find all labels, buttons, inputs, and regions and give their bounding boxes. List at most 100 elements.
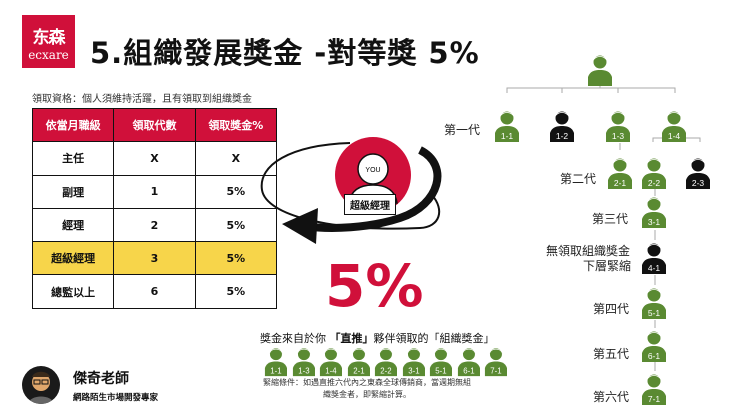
cell: 5%	[194, 207, 278, 243]
person-icon	[588, 54, 612, 86]
table-row: 總監以上 6 5%	[31, 274, 278, 309]
cell: 副理	[31, 174, 115, 209]
person-node: 7-1	[484, 345, 508, 377]
cell: 總監以上	[31, 274, 115, 309]
person-icon	[642, 330, 666, 362]
node-label: 1-4	[667, 131, 681, 141]
person-icon	[457, 347, 480, 377]
gen-label: 第五代	[593, 347, 630, 361]
bonus-source-text: 獎金來自於你 「直推」夥伴領取的「組織獎金」	[260, 330, 495, 346]
person-node: 1-1	[264, 345, 288, 377]
big-percent: 5%	[325, 252, 424, 320]
node-label: 3-1	[407, 366, 420, 376]
person-node: 1-1	[494, 108, 520, 142]
cell: X	[194, 141, 278, 176]
presenter-subtitle: 網路陌生市場開發專家	[73, 393, 159, 403]
person-node: 6-1	[641, 328, 667, 362]
presenter-name: 傑奇老師	[73, 371, 129, 387]
person-icon	[484, 347, 507, 377]
person-icon	[642, 242, 666, 274]
person-node: 1-4	[661, 108, 687, 142]
person-icon	[402, 347, 425, 377]
person-icon	[608, 157, 632, 189]
cell: 1	[113, 174, 196, 209]
cell: 經理	[31, 207, 115, 243]
person-node: 5-1	[429, 345, 453, 377]
person-icon	[495, 110, 519, 142]
person-icon	[550, 110, 574, 142]
gen-label: 第四代	[593, 302, 630, 316]
node-label: 6-1	[462, 366, 475, 376]
brand-logo: 东森 ecxare	[22, 15, 75, 68]
gen-label: 第一代	[444, 123, 481, 137]
node-label: 7-1	[647, 394, 661, 404]
presenter-avatar	[22, 366, 60, 404]
gen-label: 第三代	[592, 212, 629, 226]
person-node: 2-2	[374, 345, 398, 377]
gen-label: 無領取組織獎金	[546, 244, 631, 258]
person-node: 6-1	[457, 345, 481, 377]
col-header: 領取獎金%	[194, 107, 278, 143]
table-row-highlighted: 超級經理 3 5%	[31, 241, 278, 276]
node-label: 2-1	[613, 178, 627, 188]
text: 夥伴領取的「組織獎金」	[373, 332, 495, 345]
person-node: 4-1	[641, 240, 667, 274]
person-icon	[347, 347, 370, 377]
gen-label: 下層緊縮	[583, 259, 632, 273]
cell: 主任	[31, 141, 115, 176]
page-title: 5.組織發展獎金 -對等獎 5%	[90, 36, 480, 70]
person-icon	[374, 347, 397, 377]
person-icon	[319, 347, 342, 377]
node-label: 1-3	[297, 366, 310, 376]
person-node: 1-4	[319, 345, 343, 377]
person-node	[587, 52, 613, 86]
person-icon	[642, 373, 666, 405]
cell: 超級經理	[31, 241, 115, 276]
person-icon	[642, 157, 666, 189]
bonus-table: 依當月職級 領取代數 領取獎金% 主任 X X 副理 1 5% 經理 2 5% 超級經理 3 5…	[31, 107, 278, 309]
node-label: 1-1	[500, 131, 514, 141]
col-header: 依當月職級	[31, 107, 115, 143]
text-bold: 「直推」	[329, 332, 374, 345]
person-icon	[642, 196, 666, 228]
cell: 6	[113, 274, 196, 309]
person-node: 7-1	[641, 371, 667, 405]
table-row: 主任 X X	[31, 141, 278, 176]
you-badge: YOU	[365, 167, 380, 174]
node-label: 2-2	[380, 366, 392, 376]
table-row: 經理 2 5%	[31, 207, 278, 243]
person-icon	[606, 110, 630, 142]
person-icon	[429, 347, 452, 377]
person-node: 1-2	[549, 108, 575, 142]
person-icon	[292, 347, 315, 377]
person-icon	[642, 287, 666, 319]
person-node: 2-2	[641, 155, 667, 189]
gen-label: 第六代	[593, 390, 630, 404]
node-label: 6-1	[647, 351, 661, 361]
you-rank-label: 超級經理	[344, 194, 396, 215]
node-label: 2-3	[691, 178, 705, 188]
person-node: 2-1	[347, 345, 371, 377]
table-row: 副理 1 5%	[31, 174, 278, 209]
person-node: 2-3	[685, 155, 711, 189]
node-label: 1-2	[555, 131, 569, 141]
gen-label: 第二代	[560, 172, 597, 186]
person-node: 1-3	[605, 108, 631, 142]
node-label: 1-1	[270, 366, 282, 376]
node-label: 1-3	[611, 131, 625, 141]
node-label: 5-1	[647, 308, 661, 318]
node-label: 4-1	[647, 263, 661, 273]
person-node: 2-1	[607, 155, 633, 189]
logo-cn: 东森	[32, 28, 66, 48]
node-label: 7-1	[490, 366, 502, 376]
cell: 2	[113, 207, 196, 243]
node-label: 2-2	[647, 178, 661, 188]
table-header: 依當月職級 領取代數 領取獎金%	[31, 107, 278, 143]
person-icon	[662, 110, 686, 142]
col-header: 領取代數	[113, 107, 196, 143]
person-node: 1-3	[292, 345, 316, 377]
person-icon	[264, 347, 287, 377]
person-icon	[686, 157, 710, 189]
text: 獎金來自於你	[260, 332, 330, 345]
